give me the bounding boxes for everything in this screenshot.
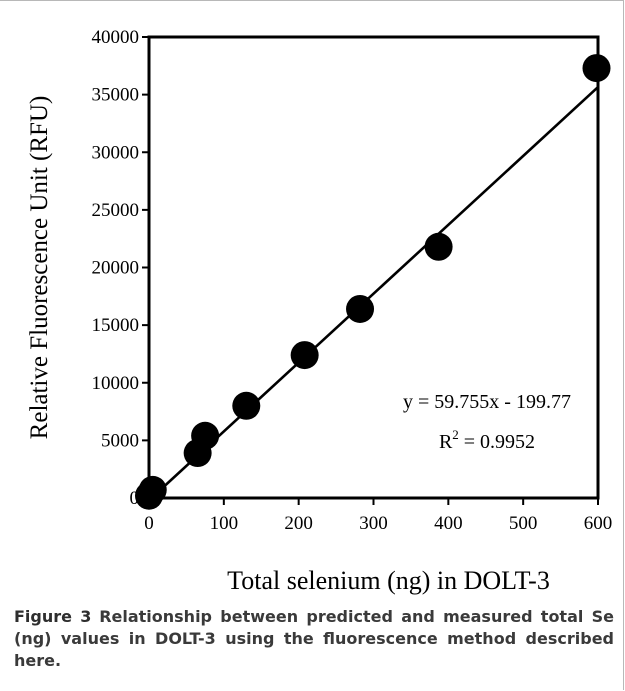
plot-area [147,35,600,500]
y-tick-label: 10000 [92,373,140,394]
data-points [135,54,611,510]
r2-value: = 0.9952 [459,431,535,453]
x-tick-label: 0 [144,513,154,534]
x-tick-label: 300 [359,513,388,534]
r2-superscript: 2 [452,427,459,442]
data-point [290,341,319,370]
r-squared-annotation: R2 = 0.9952 [439,427,535,453]
y-tick-label: 0 [130,488,140,509]
x-tick-label: 500 [509,513,538,534]
y-tick-label: 30000 [92,142,140,163]
x-tick-label: 200 [284,513,313,534]
data-point [582,54,611,83]
y-axis-title: Relative Fluorescence Unit (RFU) [26,96,53,440]
data-point [138,475,167,504]
y-tick-label: 5000 [101,430,139,451]
figure-caption-text: Relationship between predicted and measu… [14,607,615,670]
trendline [150,86,599,499]
data-point [191,421,220,450]
y-tick-label: 40000 [92,27,140,48]
y-axis-ticks: 0 5000 10000 15000 20000 25000 30000 35000 40000 [92,27,149,509]
data-point [232,391,261,420]
y-tick-label: 35000 [92,85,140,106]
data-point [424,232,453,261]
x-axis-ticks: 0 100 200 300 400 500 600 [144,498,612,534]
x-tick-label: 100 [210,513,239,534]
data-point [346,294,375,323]
y-tick-label: 20000 [92,258,140,279]
y-tick-label: 25000 [92,200,140,221]
x-tick-label: 400 [434,513,463,534]
y-tick-label: 15000 [92,315,140,336]
figure-caption: Figure 3 Relationship between predicted … [14,606,614,672]
equation-annotation: y = 59.755x - 199.77 [403,391,571,413]
scatter-chart: 0500010000150002000025000300003500040000… [26,27,612,595]
figure-label: Figure 3 [14,607,92,626]
x-tick-label: 600 [584,513,613,534]
x-axis-title: Total selenium (ng) in DOLT-3 [227,566,550,595]
r2-prefix: R [439,431,453,453]
